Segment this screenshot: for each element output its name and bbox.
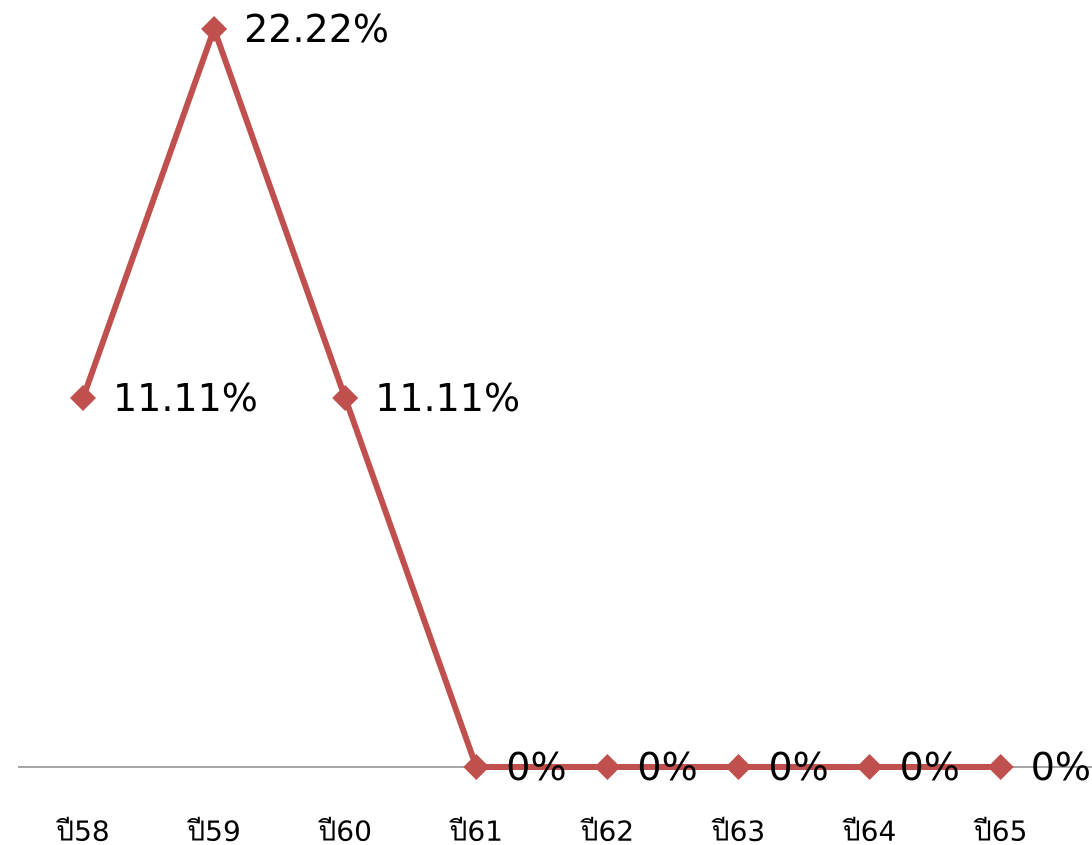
series-layer: 11.11% 22.22% 11.11% 0% 0% 0% 0% 0%	[70, 7, 1091, 789]
x-tick-labels: ปี58 ปี59 ปี60 ปี61 ปี62 ปี63 ปี64 ปี65	[55, 815, 1027, 845]
data-label: 0%	[637, 745, 697, 789]
data-label: 0%	[769, 745, 829, 789]
x-tick-label: ปี58	[55, 815, 109, 845]
data-point-marker	[70, 385, 96, 411]
x-tick-label: ปี59	[186, 815, 240, 845]
data-label: 11.11%	[375, 376, 520, 420]
x-tick-label: ปี60	[318, 815, 372, 845]
data-label: 22.22%	[244, 7, 389, 51]
series-line	[80, 26, 1001, 770]
x-tick-label: ปี61	[449, 815, 503, 845]
data-point-marker	[856, 754, 883, 780]
data-point-marker	[201, 16, 228, 42]
data-label: 0%	[1031, 745, 1091, 789]
x-tick-label: ปี63	[711, 815, 765, 845]
data-point-marker	[332, 385, 359, 411]
x-tick-label: ปี62	[580, 815, 634, 845]
data-point-marker	[725, 754, 752, 780]
x-tick-label: ปี64	[842, 815, 896, 845]
data-point-marker	[463, 754, 490, 780]
data-label: 0%	[900, 745, 960, 789]
data-label: 0%	[506, 745, 566, 789]
data-point-marker	[987, 754, 1014, 780]
x-tick-label: ปี65	[973, 815, 1027, 845]
data-point-marker	[594, 754, 621, 780]
data-label: 11.11%	[113, 376, 258, 420]
